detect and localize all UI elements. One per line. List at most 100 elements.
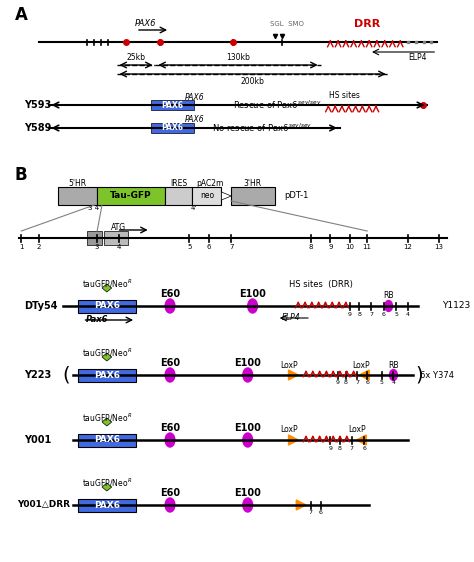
Ellipse shape [165,498,175,512]
Text: PAX6: PAX6 [94,501,120,510]
Text: 8: 8 [357,311,361,316]
Text: Y593: Y593 [24,100,52,110]
Text: 3 4': 3 4' [88,205,101,211]
Ellipse shape [165,368,175,382]
Ellipse shape [248,299,257,313]
Polygon shape [289,370,298,380]
Text: ATG: ATG [111,224,126,233]
Text: PAX6: PAX6 [184,116,204,125]
Text: 8: 8 [344,380,348,386]
Polygon shape [102,353,112,361]
Text: 3: 3 [95,244,100,250]
Text: Y001△DRR: Y001△DRR [18,501,71,510]
Text: 4: 4 [392,380,395,386]
Polygon shape [356,435,366,445]
Text: 5'HR: 5'HR [69,179,87,188]
Bar [192,187,221,205]
Text: PAX6: PAX6 [94,370,120,379]
Polygon shape [359,370,369,380]
Text: LoxP: LoxP [353,360,370,369]
Text: Y589: Y589 [24,123,52,133]
Bar [97,187,165,205]
Text: RB: RB [388,360,399,369]
Text: E60: E60 [160,488,180,498]
Bar [165,187,192,205]
Polygon shape [221,192,231,200]
Text: ELP4: ELP4 [282,314,301,323]
Bar [78,498,136,511]
Text: 6: 6 [382,311,386,316]
Text: PAX6: PAX6 [135,20,156,29]
Text: PAX6: PAX6 [184,93,204,102]
Text: neo: neo [200,192,214,201]
Bar [151,123,194,133]
Text: LoxP: LoxP [349,425,366,434]
Text: SGL  SMO: SGL SMO [270,21,303,27]
Text: tauGFP/Neo$^R$: tauGFP/Neo$^R$ [82,347,132,359]
Text: 4: 4 [116,244,121,250]
Text: No rescue of Pax6$^{sey/sey}$: No rescue of Pax6$^{sey/sey}$ [212,122,312,134]
Text: 10: 10 [345,244,354,250]
Text: 12: 12 [403,244,412,250]
Text: PAX6: PAX6 [161,124,183,133]
Ellipse shape [390,369,397,380]
Text: 8: 8 [338,446,342,451]
Text: E100: E100 [234,488,261,498]
Ellipse shape [385,301,392,311]
Text: ): ) [416,365,423,384]
Text: 9: 9 [336,380,340,386]
Bar [231,187,275,205]
Text: RB: RB [383,292,394,301]
Text: E100: E100 [234,358,261,368]
Text: E60: E60 [160,423,180,433]
Text: 6: 6 [362,446,366,451]
Text: pDT-1: pDT-1 [284,192,309,201]
Polygon shape [102,483,112,491]
Polygon shape [102,284,112,292]
Text: PAX6: PAX6 [161,101,183,110]
Text: E60: E60 [160,358,180,368]
Text: PAX6: PAX6 [94,436,120,445]
Text: (: ( [62,365,70,384]
Text: 6: 6 [207,244,211,250]
Text: 9: 9 [348,311,352,316]
Bar [78,369,136,382]
Text: 5: 5 [380,380,384,386]
Text: 8: 8 [309,244,313,250]
Text: 4: 4 [406,311,410,316]
Text: Tau-GFP: Tau-GFP [110,192,152,201]
Text: 200kb: 200kb [241,78,264,87]
Text: IRES: IRES [170,179,187,188]
Ellipse shape [165,433,175,447]
Text: B: B [15,166,27,184]
Text: 130kb: 130kb [226,52,250,61]
Bar [78,300,136,312]
Text: 3'HR: 3'HR [244,179,262,188]
Text: 11: 11 [363,244,372,250]
Text: 13: 13 [435,244,444,250]
Bar [78,433,136,446]
Text: Y001: Y001 [24,435,52,445]
Text: HS sites  (DRR): HS sites (DRR) [289,279,353,288]
Bar [151,100,194,110]
Text: E60: E60 [160,289,180,299]
Text: 6: 6 [319,510,322,515]
Text: 7: 7 [229,244,234,250]
Text: DRR: DRR [354,19,380,29]
Polygon shape [289,435,298,445]
Text: ELP4: ELP4 [409,53,427,62]
Text: 6x Y374: 6x Y374 [420,370,454,379]
Text: Pax6: Pax6 [86,315,109,324]
Text: Rescue of Pax6$^{sey/sey}$: Rescue of Pax6$^{sey/sey}$ [233,99,321,111]
Text: 1: 1 [19,244,24,250]
Text: LoxP: LoxP [281,360,298,369]
Text: tauGFP/Neo$^R$: tauGFP/Neo$^R$ [82,278,132,290]
Text: 5: 5 [187,244,191,250]
Bar [87,231,102,245]
Text: PAX6: PAX6 [94,301,120,310]
Text: HS sites: HS sites [329,90,360,99]
Text: Y1123: Y1123 [442,301,470,310]
Text: DTy54: DTy54 [24,301,58,311]
Text: 9: 9 [328,244,333,250]
Text: 6: 6 [365,380,369,386]
